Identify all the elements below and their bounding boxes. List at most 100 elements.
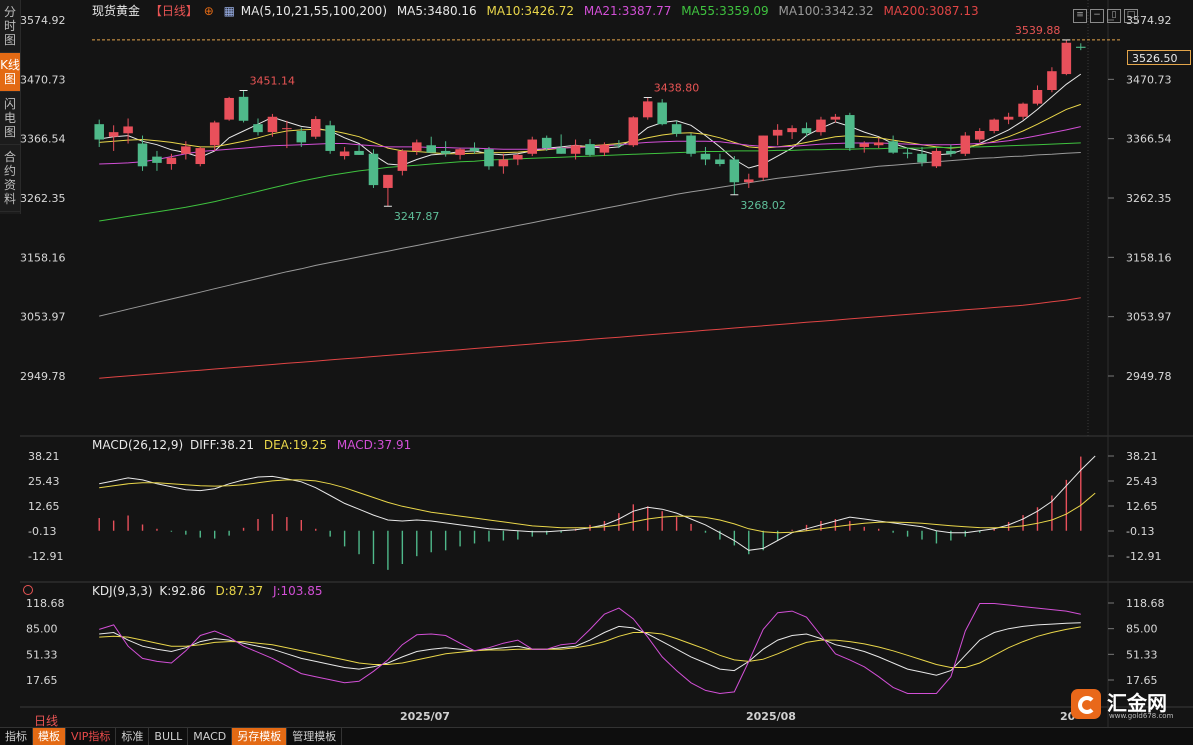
candle-body (238, 96, 249, 121)
tab-vip-indicators[interactable]: VIP指标 (66, 728, 117, 745)
kdj-axis-label-left: 17.65 (26, 674, 58, 687)
candle-body (368, 153, 379, 186)
tab-contract-info[interactable]: 合约资料 (0, 145, 20, 212)
candle-body (527, 139, 538, 154)
kdj-j-value: J:103.85 (272, 584, 323, 598)
logo-url: www.gold678.com (1109, 712, 1174, 720)
candle-body (383, 174, 393, 188)
current-price-tag: 3526.50 (1127, 50, 1191, 65)
price-axis-label-left: 3262.35 (20, 192, 66, 205)
tab-bull[interactable]: BULL (149, 728, 189, 745)
period-indicator[interactable]: 【日线】 (149, 4, 198, 18)
candle-body (1003, 116, 1014, 120)
extreme-annotation: 3438.80 (654, 82, 700, 95)
ma-label: MA(5,10,21,55,100,200) (240, 4, 387, 18)
candle-body (801, 128, 812, 134)
extreme-annotation: 3268.02 (740, 199, 786, 212)
candle-body (628, 117, 639, 146)
price-axis-label: 3470.73 (1126, 73, 1172, 86)
candle-body (671, 124, 682, 134)
macd-axis-label: 12.65 (1126, 500, 1158, 513)
macd-dea-value: DEA:19.25 (263, 438, 328, 452)
macd-axis-label-left: -0.13 (28, 525, 56, 538)
candle-body (960, 135, 971, 154)
macd-label: MACD(26,12,9) (92, 438, 184, 452)
tab-templates[interactable]: 模板 (33, 728, 66, 745)
kdj-axis-label-left: 85.00 (26, 623, 58, 636)
candle-body (498, 159, 509, 167)
candle-body (224, 97, 234, 120)
candle-body (556, 148, 566, 154)
candle-body (339, 151, 350, 157)
candle-body (1061, 42, 1072, 75)
indicator-toolbar: 指标 模板 VIP指标 标准 BULL MACD 另存模板 管理模板 (0, 727, 1193, 745)
tab-indicators[interactable]: 指标 (0, 728, 33, 745)
macd-dea-line (99, 479, 1096, 534)
tab-macd[interactable]: MACD (188, 728, 233, 745)
price-axis-label: 3053.97 (1126, 311, 1172, 324)
candle-body (397, 150, 408, 171)
ma21-value: MA21:3387.77 (583, 4, 672, 18)
candle-body (426, 145, 436, 153)
settings-icon[interactable]: ≡ (1073, 9, 1087, 23)
candle-body (513, 154, 523, 160)
ma-settings-icon[interactable]: ▦ (223, 4, 235, 18)
candle-body (282, 128, 292, 130)
kdj-d-value: D:87.37 (215, 584, 264, 598)
candle-body (686, 135, 696, 154)
macd-axis-label: -12.91 (1126, 550, 1161, 563)
candle-body (715, 159, 725, 165)
candle-body (642, 101, 653, 118)
symbol-name: 现货黄金 (92, 4, 141, 18)
price-axis-label-left: 3470.73 (20, 73, 66, 86)
price-axis-label: 2949.78 (1126, 370, 1172, 383)
kdj-close-icon[interactable] (23, 585, 33, 595)
extreme-annotation: 3247.87 (394, 210, 440, 223)
kdj-k-line (99, 622, 1081, 676)
zoom-out-icon[interactable]: − (1090, 9, 1104, 23)
period-label[interactable]: 日线 (34, 714, 59, 728)
candle-body (657, 102, 667, 125)
x-axis-label-august: 2025/08 (746, 710, 796, 723)
ma100-line (99, 152, 1081, 317)
kdj-label: KDJ(9,3,3) (92, 584, 153, 598)
macd-axis-label: 25.43 (1126, 475, 1158, 488)
price-axis-label: 3366.54 (1126, 133, 1172, 146)
restore-icon[interactable]: ▯ (1107, 9, 1121, 23)
add-indicator-icon[interactable]: ⊕ (203, 4, 214, 18)
candle-body (354, 150, 364, 155)
ma10-value: MA10:3426.72 (486, 4, 575, 18)
tab-manage-templates[interactable]: 管理模板 (287, 728, 343, 745)
candle-body (931, 150, 942, 167)
gold678-logo: 汇金网 www.gold678.com (1071, 687, 1191, 725)
candle-body (296, 131, 307, 143)
window-toolbar: ≡ − ▯ □ (1073, 2, 1141, 23)
kline-chart[interactable]: 3574.923574.923470.733470.733366.543366.… (0, 0, 1193, 727)
extreme-annotation: 3451.14 (250, 74, 296, 87)
kdj-axis-label: 17.65 (1126, 674, 1158, 687)
price-axis-label-left: 3158.16 (20, 251, 66, 264)
tab-timeshare[interactable]: 分时图 (0, 0, 20, 53)
candle-body (859, 143, 870, 147)
kdj-k-value: K:92.86 (159, 584, 206, 598)
candle-body (758, 135, 768, 178)
tab-flash[interactable]: 闪电图 (0, 92, 20, 145)
ma100-value: MA100:3342.32 (778, 4, 874, 18)
macd-axis-label-left: 12.65 (28, 500, 60, 513)
candle-body (946, 150, 956, 154)
ma5-value: MA5:3480.16 (396, 4, 477, 18)
candle-body (989, 119, 999, 132)
candle-body (310, 119, 321, 137)
logo-text: 汇金网 (1107, 691, 1167, 715)
macd-header: MACD(26,12,9) DIFF:38.21 DEA:19.25 MACD:… (92, 438, 417, 452)
candle-body (585, 144, 595, 155)
candle-body (888, 141, 898, 153)
tab-kline[interactable]: K线图 (0, 53, 20, 92)
maximize-icon[interactable]: □ (1124, 9, 1138, 23)
macd-axis-label-left: 38.21 (28, 450, 60, 463)
candle-body (1076, 46, 1086, 48)
tab-standard[interactable]: 标准 (116, 728, 150, 745)
tab-save-template[interactable]: 另存模板 (232, 728, 288, 745)
candle-body (108, 132, 119, 137)
candle-body (209, 122, 220, 146)
